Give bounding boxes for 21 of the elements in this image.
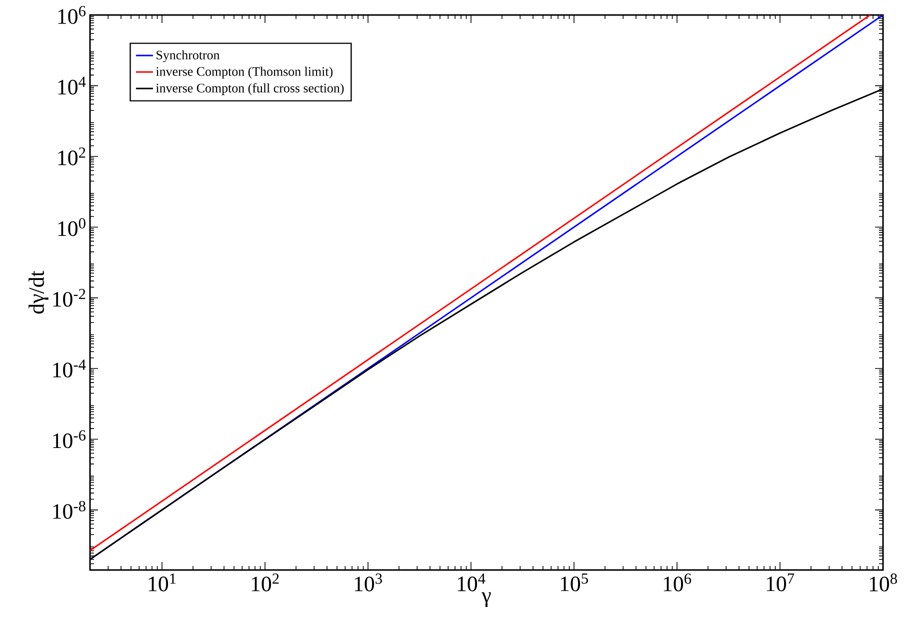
x-tick-label: 10$^{8}$ [870, 574, 897, 592]
legend-label: inverse Compton (full cross section) [156, 83, 344, 96]
x-tick-label: 10$^{7}$ [766, 574, 794, 592]
y-tick-label: 10$^{-2}$ [53, 288, 86, 307]
x-tick-label: 10$^{4}$ [458, 574, 486, 592]
legend-label: Synchrotron [156, 50, 220, 62]
y-tick-label: 10$^{0}$ [58, 218, 86, 236]
y-tick-label: 10$^{2}$ [58, 147, 86, 166]
y-tick-label: 10$^{6}$ [58, 6, 86, 24]
x-tick-label: 10$^{2}$ [252, 574, 279, 592]
x-axis-title: γ [482, 592, 491, 607]
y-tick-label: 10$^{-6}$ [53, 430, 86, 448]
x-tick-label: 10$^{1}$ [148, 574, 176, 592]
y-axis-title: dγ/dt [28, 270, 48, 314]
x-tick-label: 10$^{3}$ [354, 574, 382, 592]
legend-label: inverse Compton (Thomson limit) [156, 66, 333, 79]
x-tick-label: 10$^{6}$ [664, 574, 692, 592]
y-tick-label: 10$^{4}$ [58, 76, 86, 95]
y-tick-label: 10$^{-8}$ [53, 500, 86, 519]
y-tick-label: 10$^{-4}$ [53, 360, 86, 378]
x-tick-label: 10$^{5}$ [560, 574, 588, 592]
